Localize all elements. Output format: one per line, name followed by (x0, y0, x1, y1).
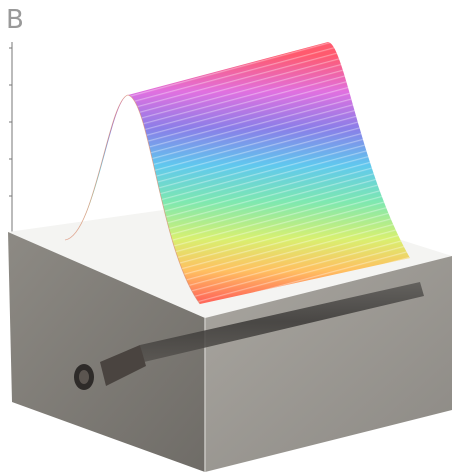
panel-label: B (6, 5, 24, 35)
figure-panel: B (0, 0, 454, 475)
z-axis (9, 42, 12, 232)
